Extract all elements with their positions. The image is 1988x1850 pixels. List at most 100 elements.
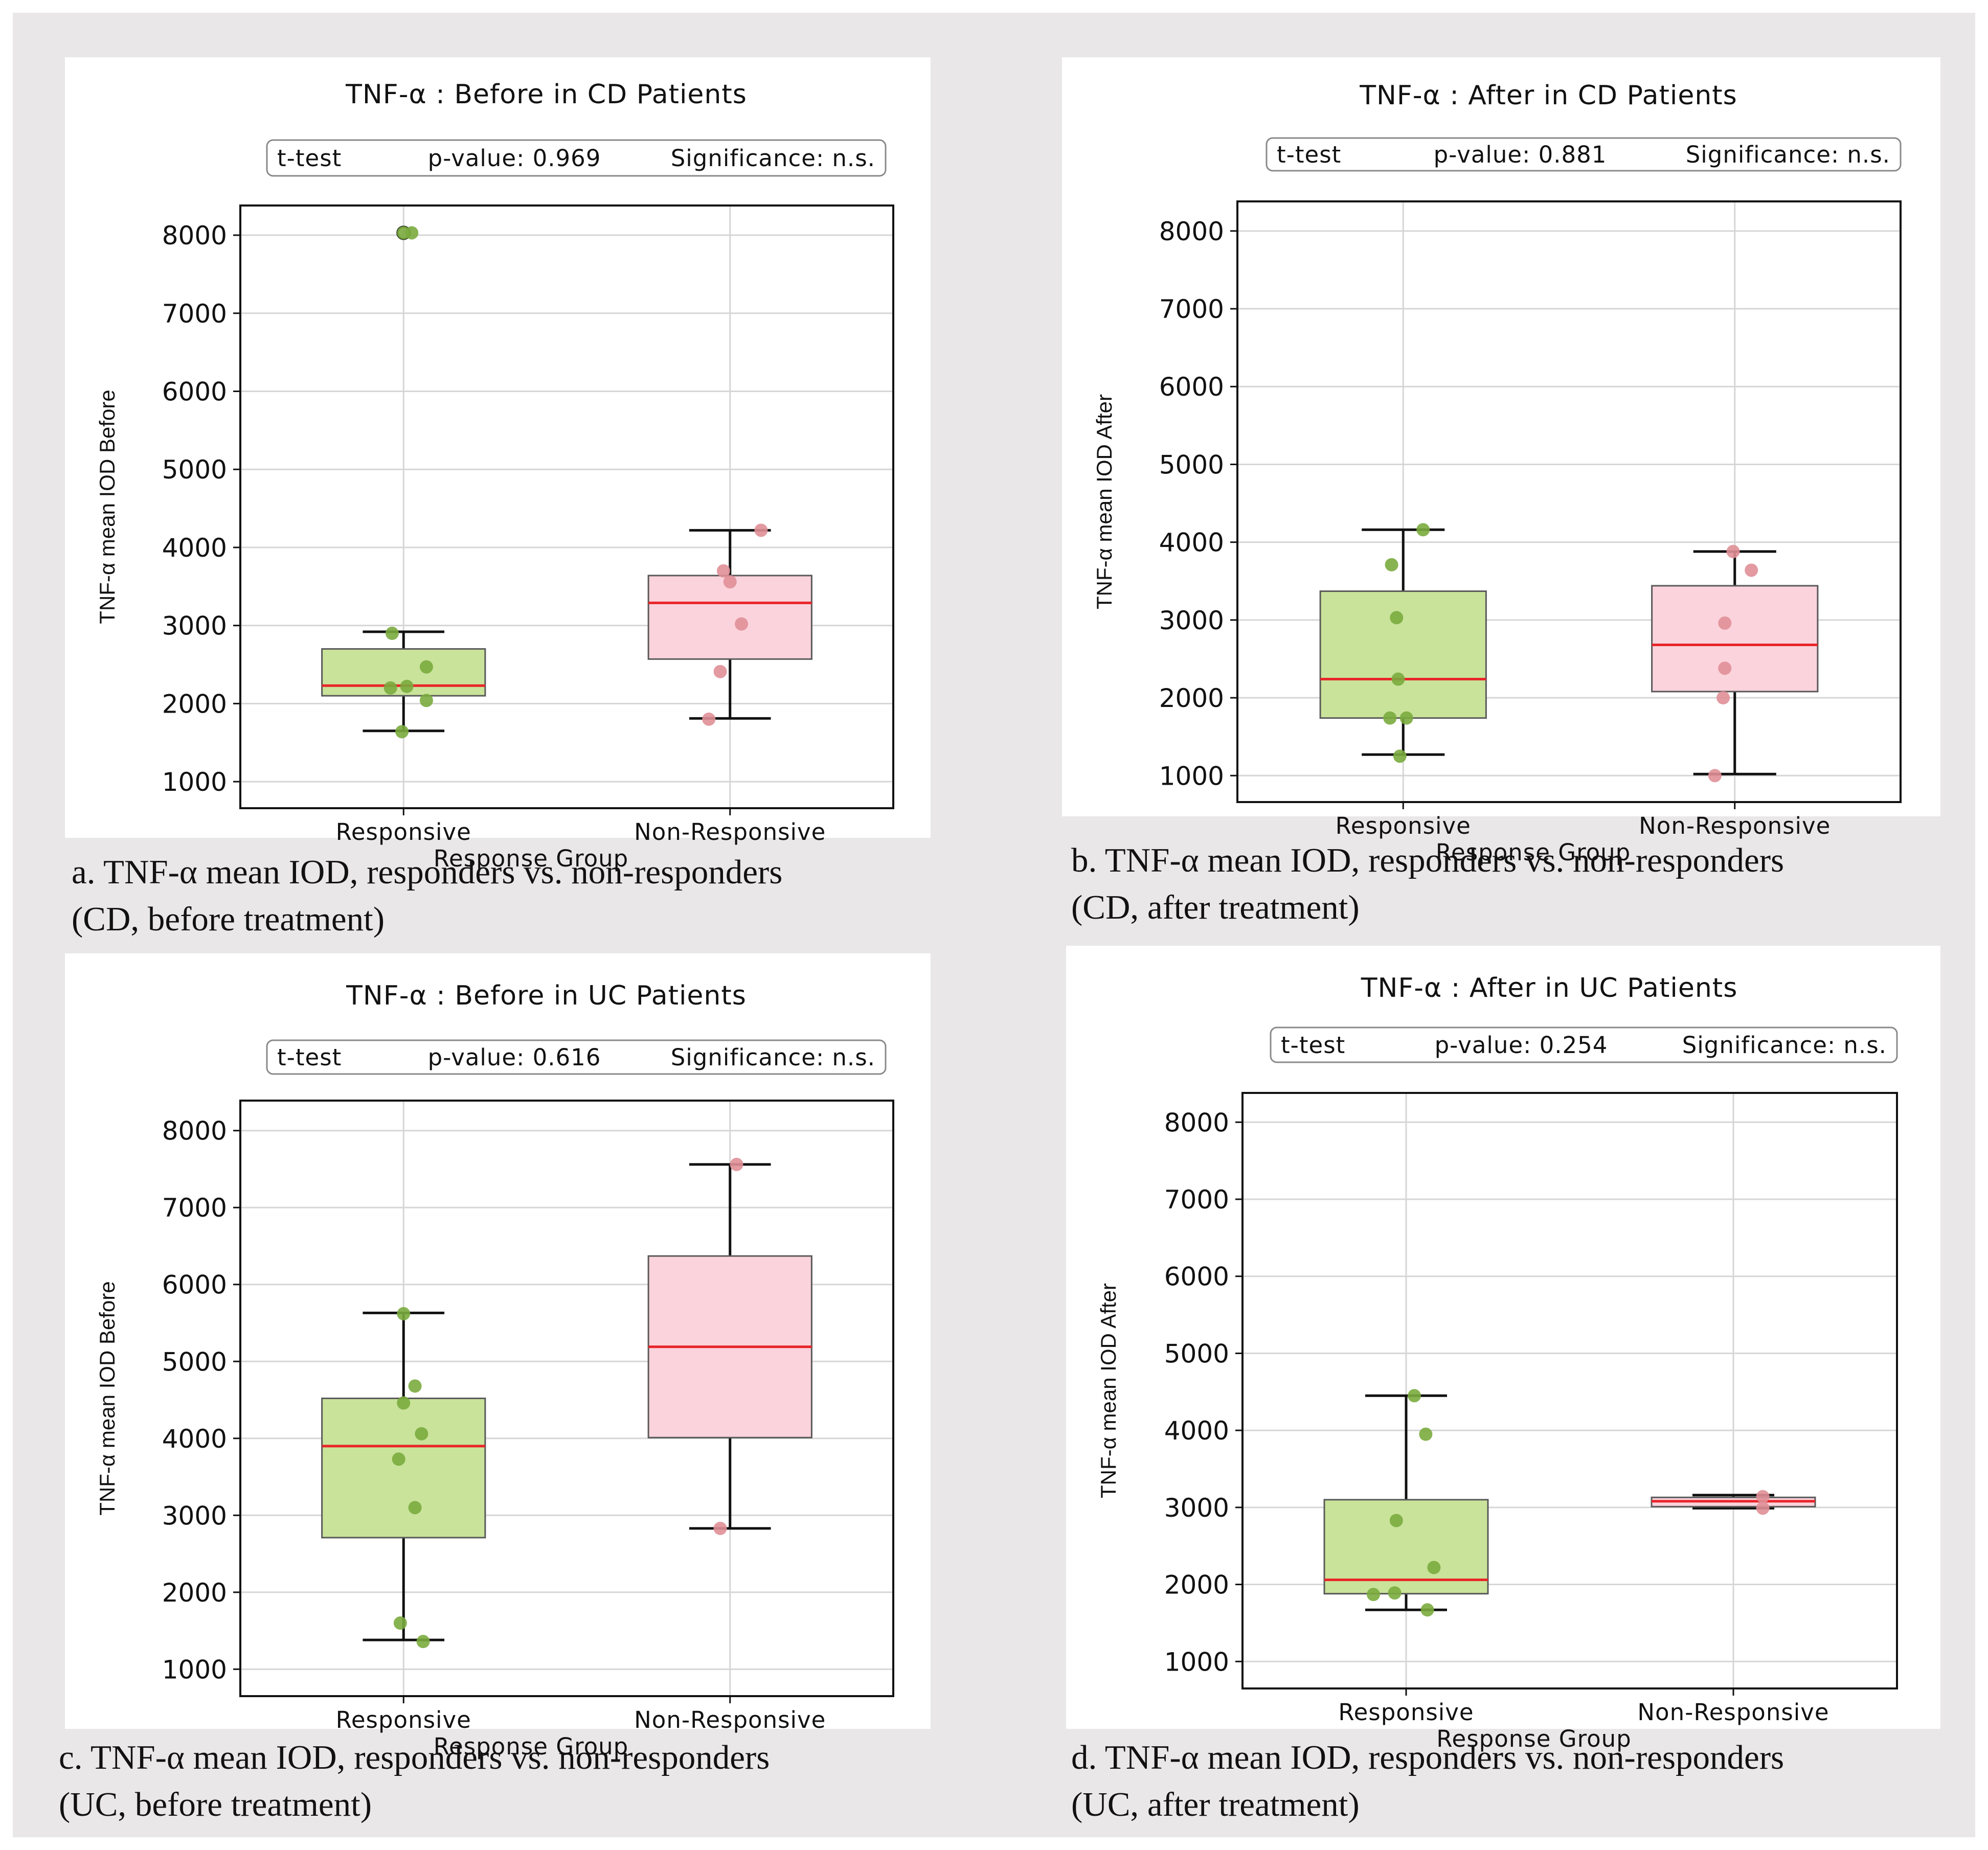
responsive-data-point	[1389, 1514, 1403, 1527]
stats-p-value: p-value: 0.254	[1435, 1032, 1608, 1059]
responsive-box	[321, 1398, 486, 1539]
stats-significance: Significance: n.s.	[1682, 1032, 1887, 1059]
y-tick-label: 5000	[162, 1347, 227, 1377]
stats-box	[266, 1039, 887, 1075]
stats-test-label: t-test	[1281, 1032, 1345, 1059]
y-tick-label: 1000	[1159, 761, 1224, 791]
y-tick-label: 2000	[1159, 683, 1224, 713]
y-tick-label: 7000	[162, 1193, 227, 1223]
panel-d-background	[1066, 946, 1940, 1729]
responsive-data-point	[1367, 1588, 1380, 1602]
x-tick-label: Responsive	[336, 1706, 471, 1733]
responsive-data-point	[1399, 711, 1413, 725]
panel-a-background	[65, 57, 931, 838]
y-tick-label: 4000	[1164, 1416, 1229, 1446]
responsive-data-point	[395, 725, 409, 739]
y-tick-label: 1000	[162, 767, 227, 797]
nonresponsive-data-point	[1718, 661, 1732, 675]
stats-p-value: p-value: 0.881	[1434, 141, 1607, 168]
stats-box	[266, 139, 887, 177]
y-tick-label: 5000	[162, 455, 227, 485]
chart-panel-a: TNF-α : Before in CD Patients t-test p-val…	[95, 79, 894, 872]
stats-significance: Significance: n.s.	[671, 1044, 875, 1071]
y-tick-label: 3000	[162, 1501, 227, 1531]
nonresponsive-data-point	[1708, 769, 1722, 783]
responsive-data-point	[408, 1501, 422, 1515]
y-tick-label: 8000	[1164, 1108, 1229, 1137]
y-tick-label: 6000	[162, 1270, 227, 1300]
responsive-data-point	[1408, 1389, 1421, 1403]
y-axis-label: TNF-α mean IOD Before	[95, 1281, 119, 1515]
caption-panel-c: c. TNF-α mean IOD, responders vs. non-re…	[59, 1739, 770, 1823]
y-axis-label: TNF-α mean IOD After	[1092, 394, 1116, 609]
y-tick-label: 7000	[162, 299, 227, 329]
y-tick-label: 8000	[162, 221, 227, 250]
x-tick-label: Non-Responsive	[1637, 1699, 1829, 1726]
caption-panel-a: a. TNF-α mean IOD, responders vs. non-re…	[72, 853, 783, 938]
x-axis-label: Response Group	[434, 1733, 628, 1760]
nonresponsive-data-point	[730, 1157, 743, 1171]
y-tick-label: 4000	[1159, 528, 1224, 558]
nonresponsive-data-point	[723, 575, 737, 589]
x-tick-label: Non-Responsive	[634, 1706, 826, 1733]
x-axis-label: Response Group	[434, 845, 628, 872]
nonresponsive-box	[647, 575, 812, 660]
stats-box	[1270, 1026, 1898, 1063]
y-tick-label: 4000	[162, 533, 227, 563]
nonresponsive-box	[1651, 585, 1819, 693]
x-axis-label: Response Group	[1436, 839, 1631, 866]
stats-box	[1266, 137, 1902, 172]
responsive-data-point	[419, 694, 433, 707]
responsive-data-point	[1390, 611, 1404, 625]
y-tick-label: 2000	[162, 689, 227, 719]
responsive-data-point	[393, 1616, 407, 1630]
x-tick-label: Responsive	[1338, 1699, 1474, 1726]
caption-panel-b: b. TNF-α mean IOD, responders vs. non-re…	[1071, 841, 1784, 926]
stats-significance: Significance: n.s.	[671, 145, 875, 172]
chart-panel-b: TNF-α : After in CD Patients t-test p-valu…	[1092, 80, 1902, 866]
chart-title: TNF-α : After in CD Patients	[1359, 80, 1737, 111]
responsive-box	[1319, 590, 1487, 719]
y-tick-label: 6000	[162, 377, 227, 406]
responsive-data-point	[392, 1452, 405, 1466]
stats-test-label: t-test	[1277, 141, 1341, 168]
responsive-data-point	[397, 1307, 411, 1320]
y-tick-label: 3000	[1159, 606, 1224, 635]
plot-frame	[239, 1100, 894, 1697]
y-tick-label: 7000	[1159, 294, 1224, 324]
responsive-data-point	[397, 1396, 411, 1410]
y-tick-label: 8000	[1159, 217, 1224, 246]
responsive-data-point	[1383, 711, 1397, 725]
responsive-data-point	[1416, 523, 1430, 537]
y-tick-label: 5000	[1159, 450, 1224, 479]
plot-frame	[239, 204, 894, 809]
responsive-data-point	[415, 1427, 428, 1441]
nonresponsive-data-point	[1745, 563, 1758, 577]
y-tick-label: 4000	[162, 1424, 227, 1454]
y-axis-label: TNF-α mean IOD Before	[95, 390, 119, 624]
nonresponsive-data-point	[1716, 691, 1730, 705]
chart-panel-d: TNF-α : After in UC Patients t-test p-valu…	[1096, 973, 1898, 1752]
nonresponsive-data-point	[713, 665, 727, 678]
nonresponsive-data-point	[754, 523, 768, 537]
responsive-box	[1323, 1499, 1489, 1595]
responsive-data-point	[1420, 1603, 1434, 1617]
stats-test-label: t-test	[277, 145, 342, 172]
nonresponsive-data-point	[1718, 616, 1732, 630]
y-tick-label: 1000	[1164, 1647, 1229, 1677]
x-tick-label: Responsive	[1336, 812, 1471, 839]
chart-panel-c: TNF-α : Before in UC Patients t-test p-val…	[95, 980, 894, 1760]
responsive-data-point	[383, 681, 397, 695]
y-tick-label: 6000	[1164, 1262, 1229, 1292]
plot-frame	[1241, 1092, 1898, 1689]
x-tick-label: Non-Responsive	[1639, 812, 1831, 839]
nonresponsive-data-point	[713, 1521, 727, 1535]
y-tick-label: 3000	[162, 611, 227, 641]
responsive-data-point	[1388, 1586, 1402, 1600]
responsive-data-point	[1419, 1427, 1433, 1441]
responsive-data-point	[1427, 1561, 1441, 1574]
responsive-data-point	[416, 1635, 430, 1649]
nonresponsive-data-point	[702, 712, 716, 726]
nonresponsive-data-point	[716, 564, 730, 578]
y-axis-label: TNF-α mean IOD After	[1096, 1283, 1120, 1498]
